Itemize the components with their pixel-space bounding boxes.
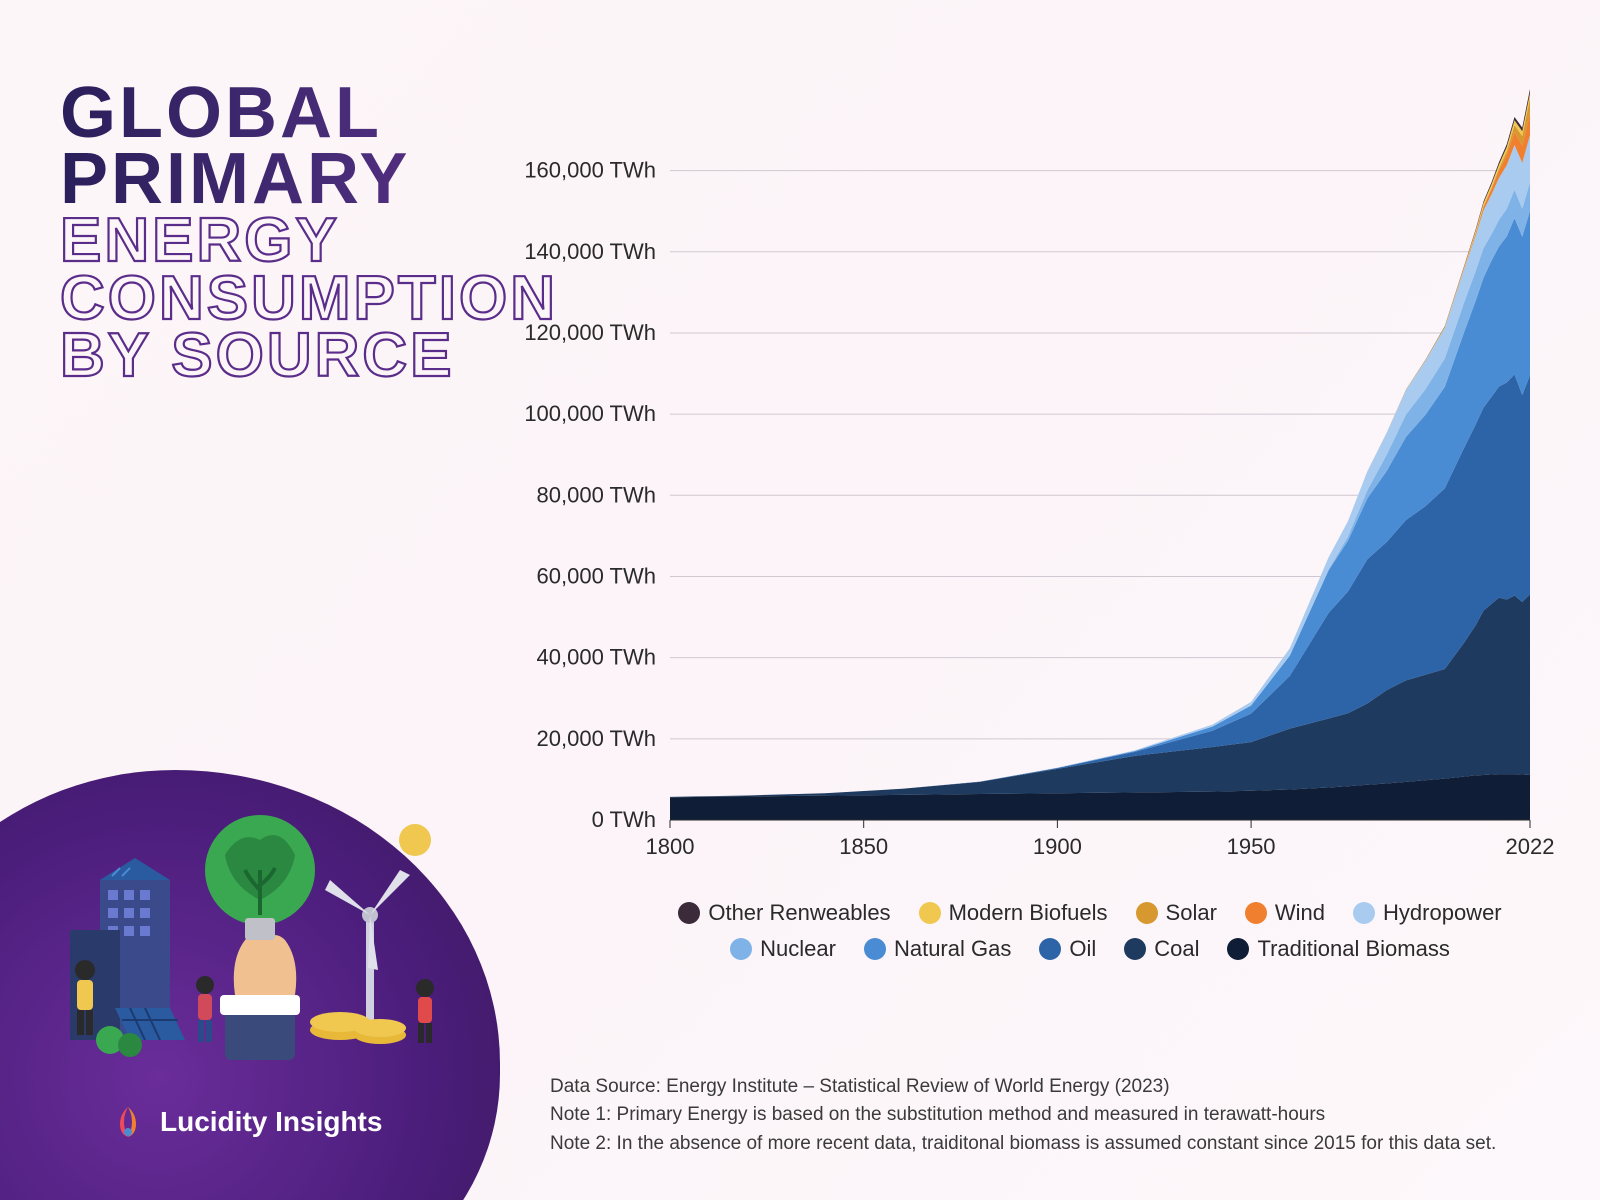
legend-dot bbox=[1039, 938, 1061, 960]
legend-label: Oil bbox=[1069, 936, 1096, 962]
legend-label: Other Renweables bbox=[708, 900, 890, 926]
legend-item-other_renewables: Other Renweables bbox=[678, 900, 890, 926]
legend-item-nuclear: Nuclear bbox=[730, 936, 836, 962]
legend-label: Hydropower bbox=[1383, 900, 1502, 926]
svg-text:1900: 1900 bbox=[1033, 834, 1082, 859]
svg-text:1850: 1850 bbox=[839, 834, 888, 859]
brand-logo: Lucidity Insights bbox=[110, 1104, 382, 1140]
svg-text:40,000 TWh: 40,000 TWh bbox=[537, 645, 656, 670]
legend-dot bbox=[1353, 902, 1375, 924]
legend-dot bbox=[1245, 902, 1267, 924]
svg-text:160,000 TWh: 160,000 TWh bbox=[524, 158, 656, 183]
legend-dot bbox=[1124, 938, 1146, 960]
legend-item-oil: Oil bbox=[1039, 936, 1096, 962]
legend-dot bbox=[678, 902, 700, 924]
legend-item-traditional_biomass: Traditional Biomass bbox=[1227, 936, 1449, 962]
chart-legend: Other Renweables Modern Biofuels Solar Wind… bbox=[640, 900, 1540, 962]
svg-text:60,000 TWh: 60,000 TWh bbox=[537, 563, 656, 588]
svg-text:80,000 TWh: 80,000 TWh bbox=[537, 482, 656, 507]
svg-text:120,000 TWh: 120,000 TWh bbox=[524, 320, 656, 345]
legend-label: Natural Gas bbox=[894, 936, 1011, 962]
chart-svg: 0 TWh 20,000 TWh 40,000 TWh 60,000 TWh 80,00… bbox=[520, 100, 1540, 880]
legend-label: Nuclear bbox=[760, 936, 836, 962]
lucidity-logo-icon bbox=[110, 1104, 146, 1140]
title-line-3: ENERGY bbox=[60, 212, 558, 269]
legend-label: Traditional Biomass bbox=[1257, 936, 1449, 962]
legend-item-natural_gas: Natural Gas bbox=[864, 936, 1011, 962]
energy-illustration bbox=[60, 740, 490, 1060]
legend-dot bbox=[730, 938, 752, 960]
stacked-area-chart: 0 TWh 20,000 TWh 40,000 TWh 60,000 TWh 80,00… bbox=[520, 100, 1540, 880]
svg-text:140,000 TWh: 140,000 TWh bbox=[524, 239, 656, 264]
chart-title: GLOBAL PRIMARY ENERGY CONSUMPTION BY SOU… bbox=[60, 80, 558, 384]
legend-dot bbox=[919, 902, 941, 924]
legend-label: Modern Biofuels bbox=[949, 900, 1108, 926]
svg-text:1950: 1950 bbox=[1227, 834, 1276, 859]
legend-dot bbox=[864, 938, 886, 960]
title-line-4: CONSUMPTION bbox=[60, 270, 558, 327]
footer-notes: Data Source: Energy Institute – Statisti… bbox=[550, 1073, 1496, 1159]
legend-label: Solar bbox=[1166, 900, 1217, 926]
footnote-2: Note 2: In the absence of more recent da… bbox=[550, 1130, 1496, 1159]
svg-text:100,000 TWh: 100,000 TWh bbox=[524, 401, 656, 426]
svg-text:0 TWh: 0 TWh bbox=[592, 807, 656, 832]
svg-text:2022: 2022 bbox=[1506, 834, 1555, 859]
legend-item-modern_biofuels: Modern Biofuels bbox=[919, 900, 1108, 926]
data-source: Data Source: Energy Institute – Statisti… bbox=[550, 1073, 1496, 1102]
legend-dot bbox=[1136, 902, 1158, 924]
brand-name: Lucidity Insights bbox=[160, 1106, 382, 1138]
legend-dot bbox=[1227, 938, 1249, 960]
legend-item-coal: Coal bbox=[1124, 936, 1199, 962]
title-line-2: PRIMARY bbox=[60, 146, 558, 212]
footnote-1: Note 1: Primary Energy is based on the s… bbox=[550, 1101, 1496, 1130]
legend-item-solar: Solar bbox=[1136, 900, 1217, 926]
svg-text:20,000 TWh: 20,000 TWh bbox=[537, 726, 656, 751]
title-line-5: BY SOURCE bbox=[60, 327, 558, 384]
svg-text:1800: 1800 bbox=[646, 834, 695, 859]
legend-label: Coal bbox=[1154, 936, 1199, 962]
legend-label: Wind bbox=[1275, 900, 1325, 926]
legend-item-wind: Wind bbox=[1245, 900, 1325, 926]
legend-item-hydropower: Hydropower bbox=[1353, 900, 1502, 926]
title-line-1: GLOBAL bbox=[60, 80, 558, 146]
